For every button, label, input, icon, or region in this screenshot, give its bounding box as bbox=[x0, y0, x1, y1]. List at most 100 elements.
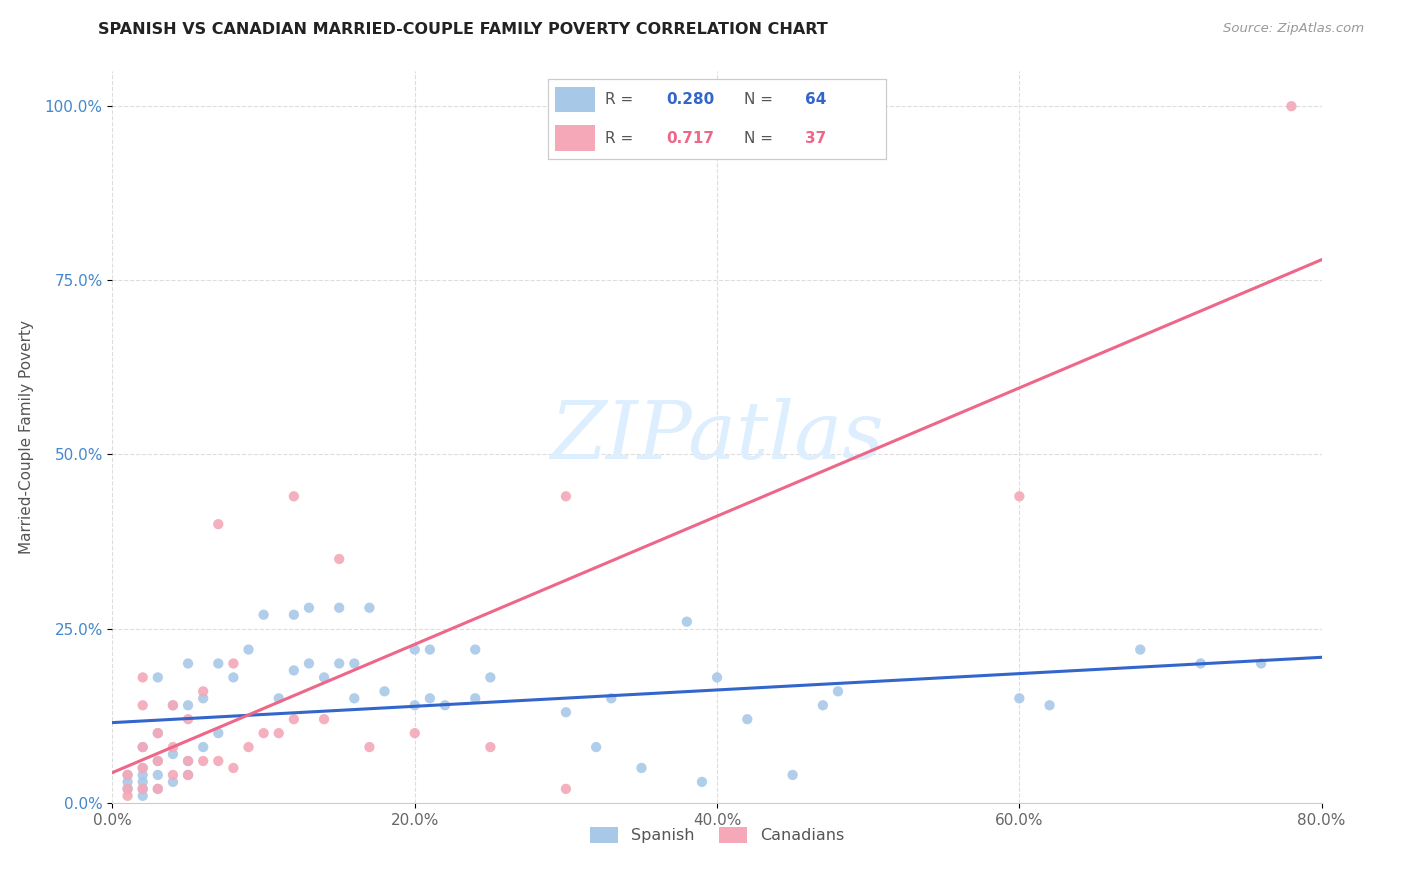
Point bbox=[328, 552, 350, 566]
Point bbox=[343, 691, 366, 706]
Point bbox=[146, 781, 169, 796]
Point bbox=[162, 740, 184, 755]
Point bbox=[222, 657, 245, 671]
Point bbox=[283, 489, 305, 503]
Point bbox=[283, 607, 305, 622]
Point bbox=[132, 775, 155, 789]
Point bbox=[1250, 657, 1272, 671]
Point bbox=[706, 670, 728, 684]
Point bbox=[117, 781, 139, 796]
Point bbox=[191, 691, 214, 706]
Point bbox=[146, 726, 169, 740]
Point bbox=[222, 670, 245, 684]
Point bbox=[404, 698, 426, 713]
Point bbox=[464, 642, 486, 657]
Point bbox=[132, 789, 155, 803]
Point bbox=[162, 698, 184, 713]
Point bbox=[419, 691, 441, 706]
Point bbox=[464, 691, 486, 706]
Point bbox=[314, 712, 336, 726]
Point bbox=[132, 740, 155, 755]
Point bbox=[162, 747, 184, 761]
Point bbox=[177, 712, 200, 726]
Point bbox=[117, 768, 139, 782]
Point bbox=[1008, 691, 1031, 706]
Point bbox=[117, 775, 139, 789]
Point bbox=[253, 607, 276, 622]
Legend: Spanish, Canadians: Spanish, Canadians bbox=[583, 821, 851, 850]
Point bbox=[600, 691, 623, 706]
Point bbox=[146, 670, 169, 684]
Point bbox=[132, 768, 155, 782]
Point bbox=[585, 740, 607, 755]
Point bbox=[146, 768, 169, 782]
Point bbox=[1279, 99, 1302, 113]
Point bbox=[177, 768, 200, 782]
Point bbox=[554, 781, 576, 796]
Point bbox=[404, 726, 426, 740]
Text: Source: ZipAtlas.com: Source: ZipAtlas.com bbox=[1223, 22, 1364, 36]
Point bbox=[479, 740, 502, 755]
Point bbox=[132, 781, 155, 796]
Point bbox=[675, 615, 697, 629]
Point bbox=[811, 698, 834, 713]
Point bbox=[359, 740, 381, 755]
Point bbox=[207, 754, 229, 768]
Point bbox=[132, 781, 155, 796]
Point bbox=[359, 600, 381, 615]
Point bbox=[328, 600, 350, 615]
Point bbox=[191, 754, 214, 768]
Point bbox=[1129, 642, 1152, 657]
Point bbox=[238, 642, 260, 657]
Point bbox=[177, 768, 200, 782]
Point bbox=[132, 761, 155, 775]
Point bbox=[479, 670, 502, 684]
Point bbox=[222, 761, 245, 775]
Point bbox=[207, 657, 229, 671]
Point bbox=[298, 600, 321, 615]
Point bbox=[253, 726, 276, 740]
Y-axis label: Married-Couple Family Poverty: Married-Couple Family Poverty bbox=[18, 320, 34, 554]
Point bbox=[177, 698, 200, 713]
Text: SPANISH VS CANADIAN MARRIED-COUPLE FAMILY POVERTY CORRELATION CHART: SPANISH VS CANADIAN MARRIED-COUPLE FAMIL… bbox=[98, 22, 828, 37]
Point bbox=[191, 684, 214, 698]
Point bbox=[404, 642, 426, 657]
Text: ZIPatlas: ZIPatlas bbox=[550, 399, 884, 475]
Point bbox=[191, 740, 214, 755]
Point bbox=[177, 657, 200, 671]
Point bbox=[162, 698, 184, 713]
Point bbox=[177, 754, 200, 768]
Point bbox=[328, 657, 350, 671]
Point bbox=[283, 664, 305, 678]
Point bbox=[690, 775, 713, 789]
Point bbox=[132, 761, 155, 775]
Point bbox=[238, 740, 260, 755]
Point bbox=[827, 684, 849, 698]
Point bbox=[117, 768, 139, 782]
Point bbox=[162, 768, 184, 782]
Point bbox=[146, 726, 169, 740]
Point bbox=[374, 684, 396, 698]
Point bbox=[267, 726, 290, 740]
Point bbox=[343, 657, 366, 671]
Point bbox=[132, 670, 155, 684]
Point bbox=[782, 768, 804, 782]
Point bbox=[146, 781, 169, 796]
Point bbox=[554, 489, 576, 503]
Point bbox=[630, 761, 652, 775]
Point bbox=[1008, 489, 1031, 503]
Point bbox=[267, 691, 290, 706]
Point bbox=[207, 517, 229, 532]
Point bbox=[162, 775, 184, 789]
Point bbox=[1038, 698, 1062, 713]
Point bbox=[132, 740, 155, 755]
Point bbox=[146, 754, 169, 768]
Point bbox=[419, 642, 441, 657]
Point bbox=[177, 754, 200, 768]
Point bbox=[737, 712, 759, 726]
Point bbox=[207, 726, 229, 740]
Point bbox=[554, 705, 576, 719]
Point bbox=[298, 657, 321, 671]
Point bbox=[117, 781, 139, 796]
Point bbox=[433, 698, 456, 713]
